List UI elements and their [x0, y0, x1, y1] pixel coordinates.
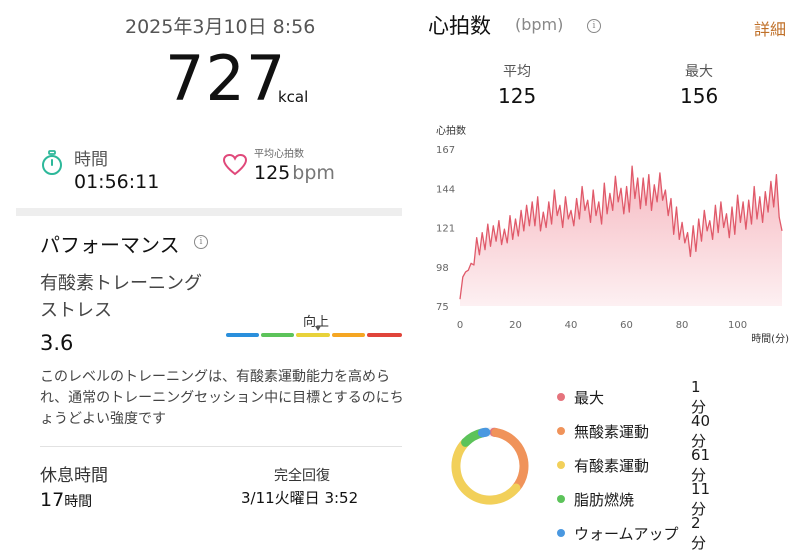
zone-color-dot: [557, 427, 565, 435]
avg-hr-label: 平均心拍数: [254, 149, 304, 160]
zone-color-dot: [557, 495, 565, 503]
chart-xlabel: 時間(分): [751, 333, 789, 345]
training-effect-scale: [226, 333, 402, 337]
zone-minutes: 40分: [691, 411, 711, 450]
zone-label: ウォームアップ: [574, 524, 679, 543]
time-label: 時間: [74, 150, 108, 170]
rest-block: 17時間: [40, 489, 92, 511]
full-recovery-value: 3/11火曜日 3:52: [241, 489, 359, 507]
y-tick-label: 167: [436, 145, 455, 156]
zone-color-dot: [557, 529, 565, 537]
calories-value: 727: [165, 42, 287, 115]
zone-legend-item: ウォームアップ 2分: [557, 514, 706, 552]
calories-unit: kcal: [278, 88, 309, 106]
metric-label-line2: ストレス: [40, 300, 112, 321]
heart-rate-chart: 心拍数 167 144 121 98 75 0 20 40 60 80 100 時間(分): [436, 124, 789, 345]
performance-description: このレベルのトレーニングは、有酸素運動能力を高められ、通常のトレーニングセッショ…: [40, 369, 404, 427]
y-tick-label: 121: [436, 224, 455, 235]
x-tick-label: 0: [457, 320, 463, 331]
x-tick-label: 20: [509, 320, 522, 331]
zone-label: 有酸素運動: [574, 456, 650, 475]
performance-title: パフォーマンス: [40, 233, 180, 257]
scale-segment: [296, 333, 330, 337]
heart-icon: [222, 153, 248, 177]
zone-minutes: 1分: [691, 377, 707, 416]
y-tick-label: 144: [436, 184, 455, 195]
scale-segment: [367, 333, 402, 337]
full-recovery-label: 完全回復: [274, 468, 330, 484]
heart-rate-unit: (bpm): [515, 15, 564, 34]
rest-label: 休息時間: [40, 466, 108, 486]
hr-avg-value: 125: [498, 84, 537, 108]
scale-segment: [226, 333, 259, 337]
info-icon[interactable]: i: [587, 19, 601, 33]
date-time: 2025年3月10日 8:56: [125, 16, 316, 38]
zone-legend: 最大 1分無酸素運動 40分有酸素運動 61分脂肪燃焼 11分 ウォームアップ 2分: [557, 378, 757, 556]
zone-label: 無酸素運動: [574, 422, 650, 441]
donut-segment: [451, 437, 521, 505]
hr-max-label: 最大: [685, 64, 713, 80]
hr-max-value: 156: [680, 84, 719, 108]
zone-legend-item: 無酸素運動 40分: [557, 412, 710, 450]
section-divider: [16, 208, 402, 216]
chart-ylabel: 心拍数: [436, 124, 466, 137]
hr-series-line: [459, 165, 783, 300]
rest-value: 17: [40, 489, 65, 511]
avg-hr-unit: bpm: [292, 162, 335, 184]
time-value: 01:56:11: [74, 171, 160, 193]
donut-segment: [477, 427, 491, 438]
zone-donut-chart: [451, 427, 529, 505]
zone-label: 脂肪燃焼: [574, 490, 635, 509]
metric-value: 3.6: [40, 331, 74, 355]
heart-rate-title: 心拍数: [428, 14, 491, 38]
y-tick-label: 75: [436, 302, 449, 313]
scale-marker-label: 向上: [303, 315, 330, 330]
details-link[interactable]: 詳細: [754, 20, 787, 39]
x-tick-label: 40: [565, 320, 578, 331]
scale-segment: [261, 333, 294, 337]
zone-legend-item: 最大 1分: [557, 378, 706, 416]
zone-color-dot: [557, 393, 565, 401]
info-icon[interactable]: i: [194, 235, 208, 249]
zone-color-dot: [557, 461, 565, 469]
stopwatch-icon: [40, 150, 64, 178]
avg-hr-value: 125: [254, 162, 291, 184]
scale-marker-icon: [315, 326, 321, 331]
zone-minutes: 2分: [691, 513, 707, 552]
hr-area-fill: [460, 166, 782, 306]
x-tick-label: 60: [620, 320, 633, 331]
zone-legend-item: 有酸素運動 61分: [557, 446, 710, 484]
rest-unit: 時間: [64, 494, 93, 510]
zone-legend-item: 脂肪燃焼 11分: [557, 480, 710, 518]
zone-minutes: 61分: [691, 445, 711, 484]
hr-avg-label: 平均: [503, 64, 531, 80]
section-divider: [40, 446, 402, 447]
avg-hr-block: 125 bpm: [254, 162, 335, 184]
donut-segment: [491, 428, 529, 493]
scale-segment: [332, 333, 365, 337]
x-tick-label: 100: [728, 320, 747, 331]
zone-minutes: 11分: [691, 479, 711, 518]
zone-label: 最大: [574, 388, 605, 407]
x-tick-label: 80: [676, 320, 689, 331]
y-tick-label: 98: [436, 263, 449, 274]
metric-label-line1: 有酸素トレーニング: [40, 273, 202, 294]
